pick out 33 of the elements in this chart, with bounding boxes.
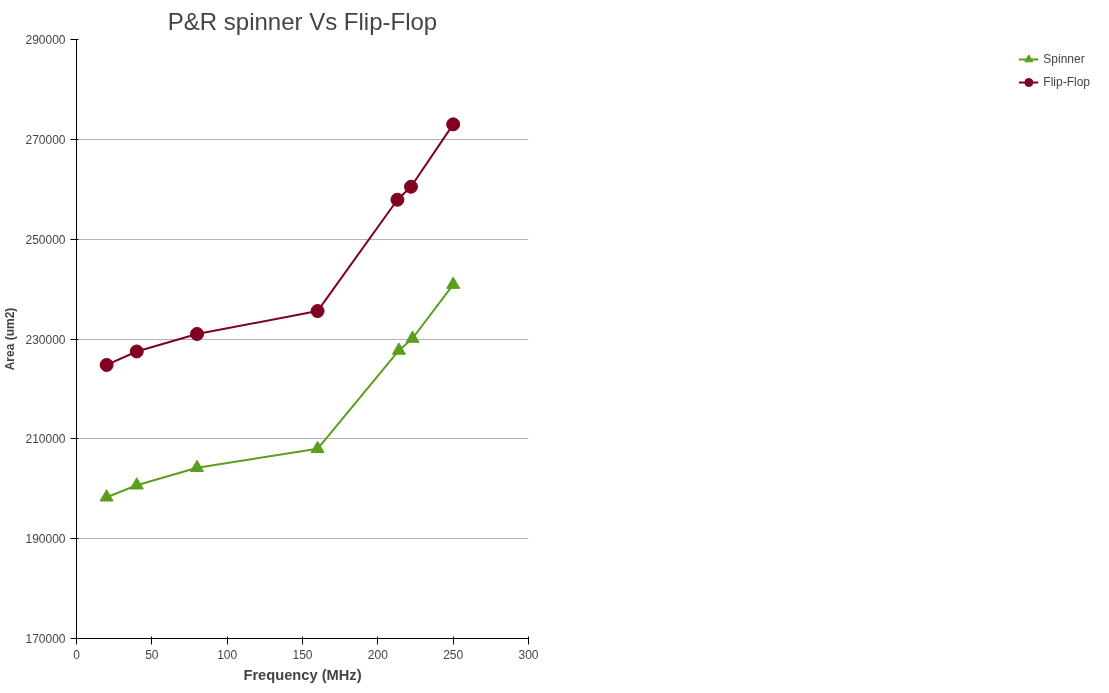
- point: [129, 344, 144, 359]
- point: [446, 276, 461, 289]
- y-tick-label: 190000: [25, 532, 66, 547]
- x-axis-title: Frequency (MHz): [243, 666, 362, 683]
- y-tick-label: 170000: [25, 632, 66, 646]
- y-tick-label: 270000: [25, 132, 66, 147]
- y-axis-title: Area (um2): [3, 307, 18, 371]
- x-tick-label: 100: [217, 647, 238, 662]
- chart-title: P&R spinner Vs Flip-Flop: [167, 7, 438, 35]
- x-tick-label: 150: [292, 647, 313, 662]
- point: [129, 477, 144, 490]
- y-tick-label: 290000: [25, 33, 66, 47]
- y-tick-label: 210000: [25, 432, 66, 447]
- point: [405, 330, 420, 343]
- point: [391, 342, 406, 355]
- point: [99, 489, 114, 502]
- y-tick-label: 250000: [25, 232, 66, 247]
- x-tick-label: 50: [145, 647, 159, 662]
- x-tick-label: 250: [443, 647, 464, 662]
- legend-label: Spinner: [1043, 52, 1085, 66]
- point: [310, 304, 325, 319]
- x-tick-label: 300: [518, 647, 539, 662]
- legend-label: Flip-Flop: [1043, 75, 1090, 89]
- point: [99, 357, 114, 372]
- x-tick-label: 200: [367, 647, 389, 662]
- point: [190, 327, 205, 341]
- x-tick-label: 0: [73, 647, 81, 662]
- point: [446, 117, 461, 132]
- point: [310, 440, 325, 454]
- point: [190, 459, 205, 473]
- point: [403, 179, 418, 194]
- point: [390, 192, 405, 207]
- y-tick-label: 230000: [25, 332, 66, 347]
